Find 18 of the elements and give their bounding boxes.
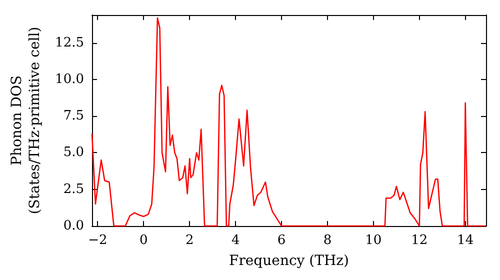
x-tick-label: 6 [277,233,286,248]
x-tick-label: 10 [365,233,382,248]
y-axis-title: Phonon DOS (States/THz·primitive cell) [9,26,44,214]
y-tick-label: 10.0 [55,72,84,87]
x-tick-label: 14 [457,233,474,248]
line-series [91,17,487,227]
x-axis-title: Frequency (THz) [228,252,350,269]
y-tick-label: 5.0 [63,145,84,160]
x-tick-label: 4 [231,233,240,248]
y-tick-label: 2.5 [63,182,84,197]
x-tick-label: −2 [88,233,108,248]
x-tick-label: 8 [323,233,332,248]
x-tick-label: 0 [140,233,148,248]
x-tick-label: 2 [186,233,194,248]
y-tick-label: 12.5 [55,35,84,50]
y-tick-label: 0.0 [63,218,84,234]
y-tick-label: 7.5 [63,108,84,124]
x-tick-label: 12 [411,233,428,248]
